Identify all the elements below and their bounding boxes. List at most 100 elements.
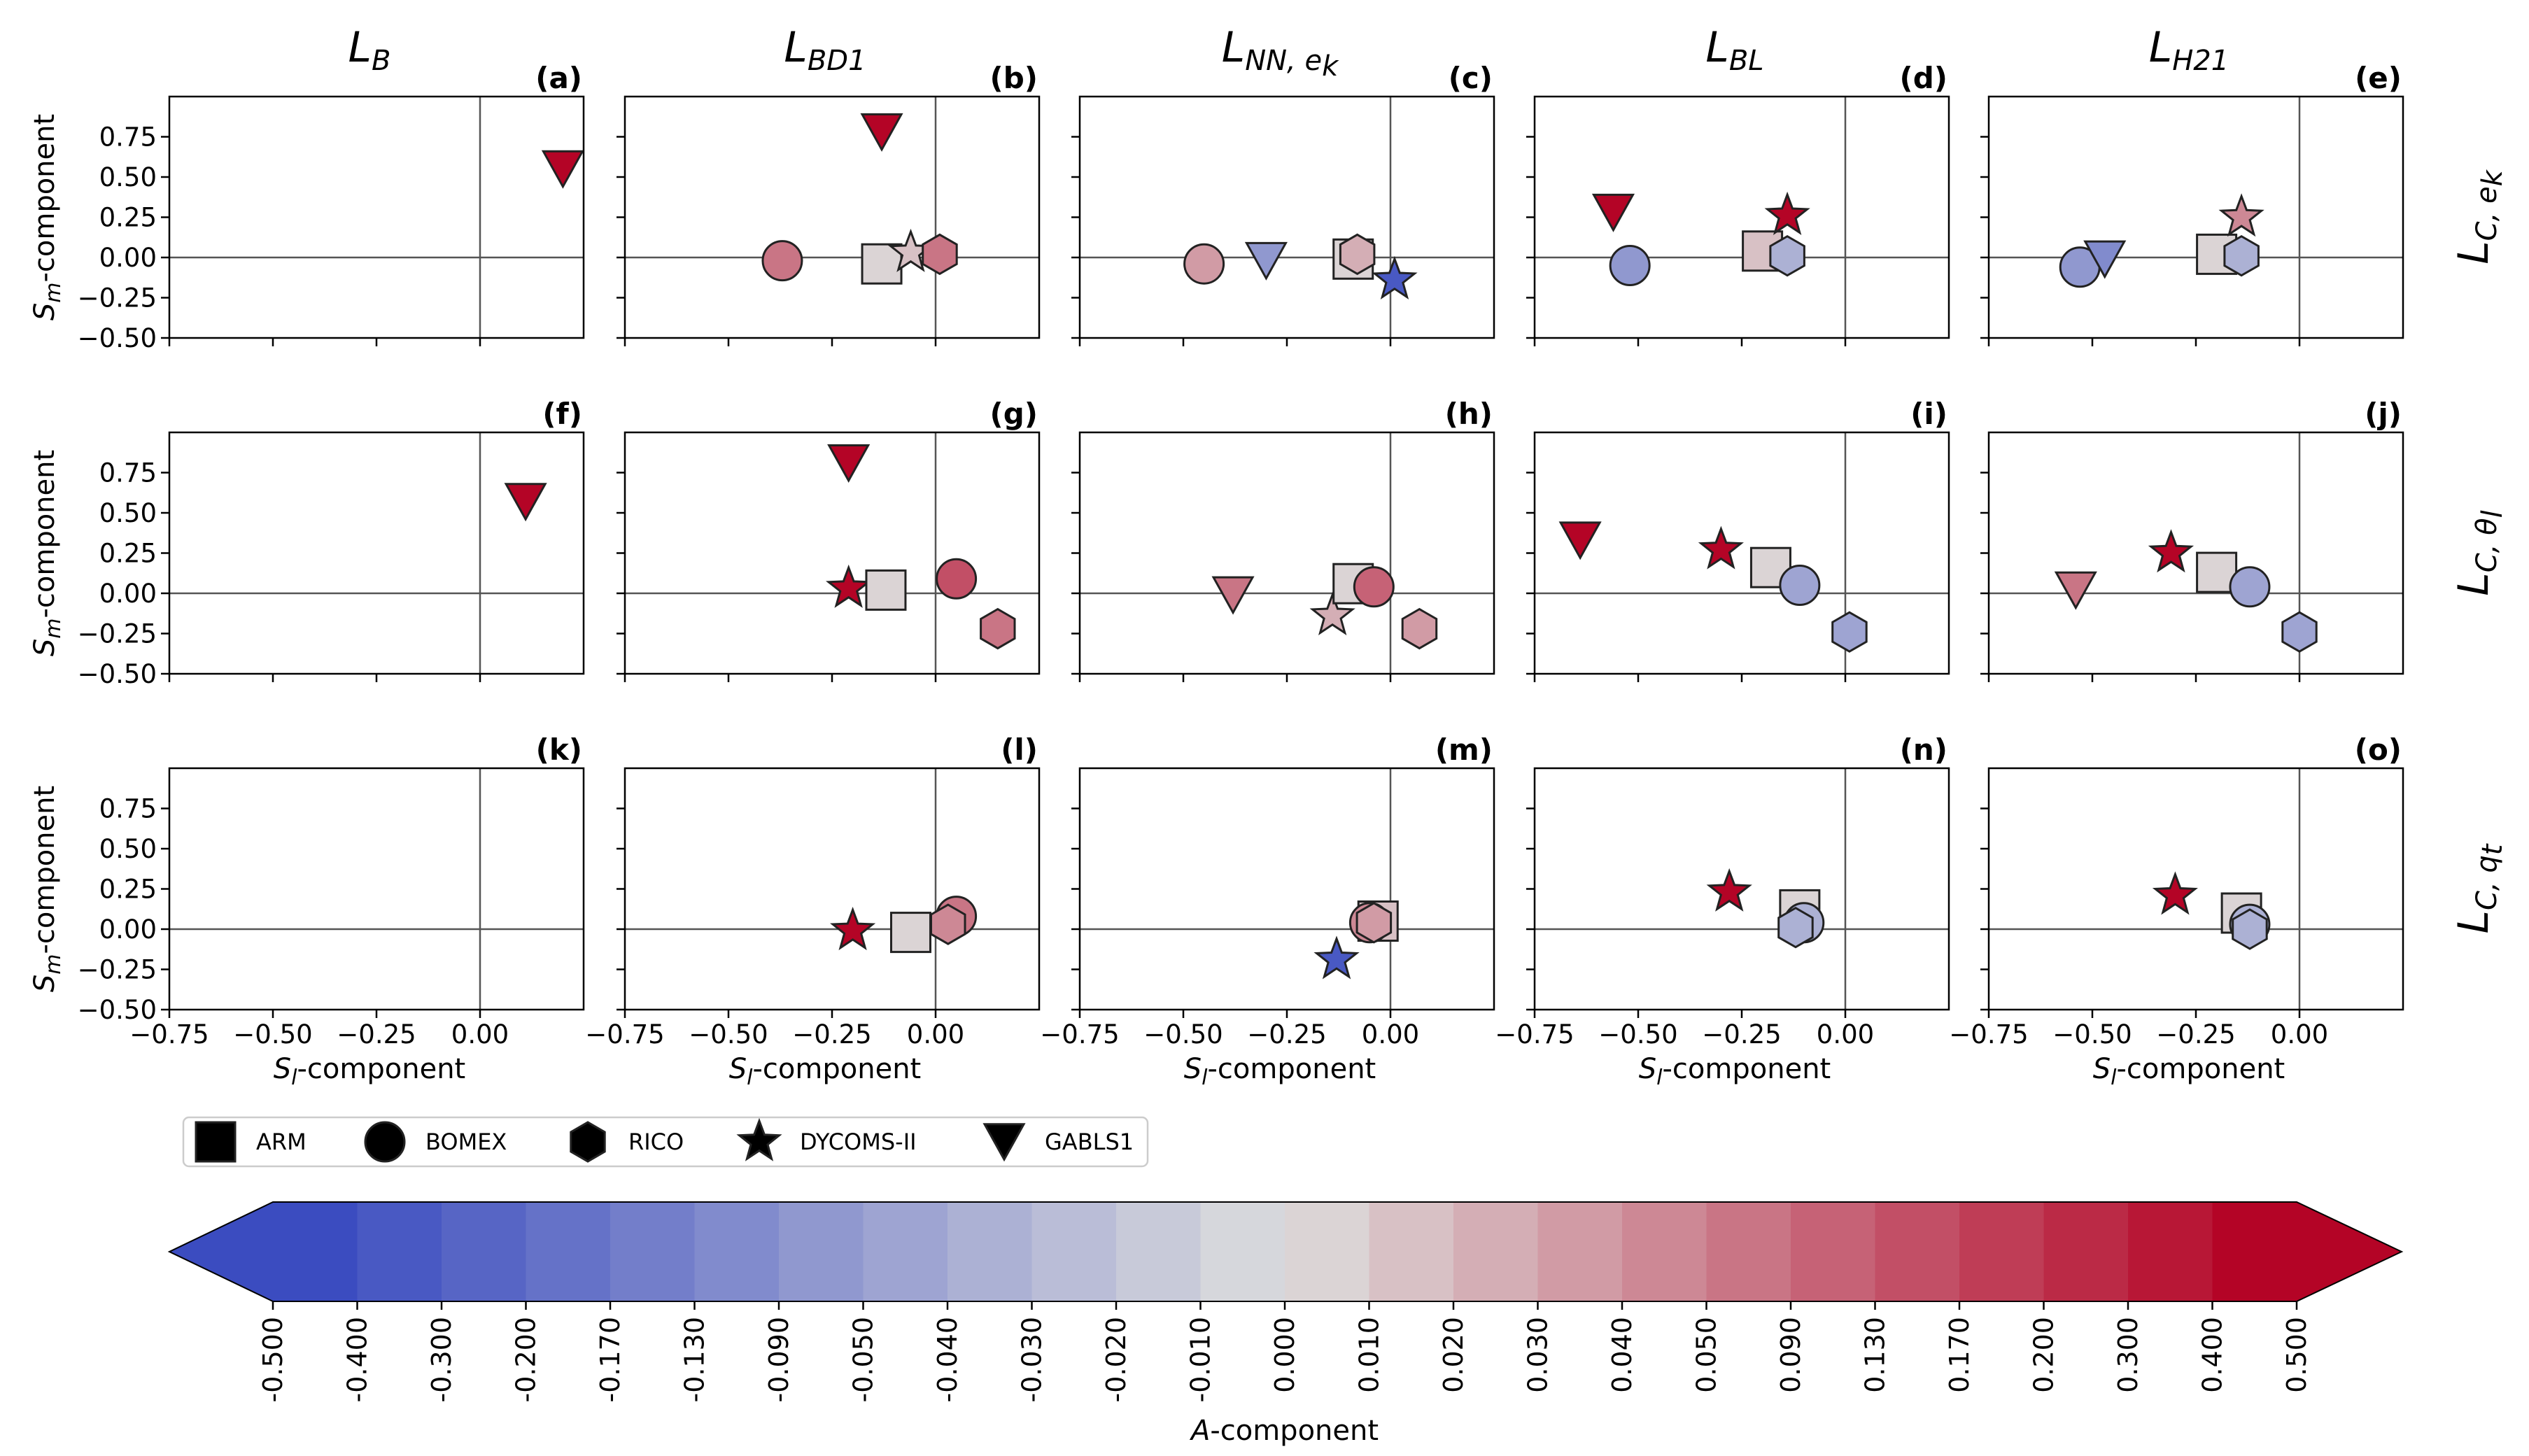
data-point-dycoms-ii xyxy=(1706,868,1752,912)
panel-label: (i) xyxy=(1910,397,1947,431)
x-axis-label: Sl-component xyxy=(2093,1053,2285,1090)
svg-text:LBD1: LBD1 xyxy=(784,23,866,77)
panel-label: (n) xyxy=(1900,733,1947,767)
panel: −0.75 −0.50 −0.25 0.00 (m) Sl-component xyxy=(1040,733,1495,1090)
colorbar-bin xyxy=(1285,1202,1370,1301)
x-tick-label: −0.75 xyxy=(1949,1019,2028,1049)
colorbar-tick-label: 0.050 xyxy=(1691,1317,1722,1393)
colorbar-tick-label: 0.300 xyxy=(2113,1317,2143,1393)
panel: (c) xyxy=(1071,61,1495,346)
x-tick-label: −0.25 xyxy=(1247,1019,1326,1049)
axes-frame xyxy=(1987,95,2404,339)
x-tick-label: −0.25 xyxy=(792,1019,871,1049)
panel: −0.75 −0.50 −0.25 0.00 (o) Sl-component xyxy=(1949,733,2404,1090)
row-title: LC, θl xyxy=(2449,510,2509,595)
panel: (j) xyxy=(1980,397,2404,682)
legend-marker-gabls1 xyxy=(982,1123,1026,1162)
axes-frame xyxy=(624,95,1041,339)
legend-marker-dycoms-ii xyxy=(736,1117,782,1161)
x-axis-label: Sl-component xyxy=(1184,1053,1376,1090)
colorbar-bin xyxy=(948,1202,1033,1301)
data-point-rico xyxy=(1831,611,1868,653)
legend-label: GABLS1 xyxy=(1045,1129,1134,1155)
svg-text:LC, qt: LC, qt xyxy=(2449,843,2509,933)
colorbar-bin xyxy=(1537,1202,1623,1301)
panel: (e) xyxy=(1980,61,2404,346)
colorbar-tick-label: 0.000 xyxy=(1269,1317,1300,1393)
colorbar-tick-label: 0.170 xyxy=(1944,1317,1975,1393)
legend-marker-rico xyxy=(570,1121,606,1163)
axes-frame xyxy=(1078,95,1495,339)
column-title: LBD1 xyxy=(784,23,866,77)
panel: (i) xyxy=(1526,397,1950,682)
legend-label: ARM xyxy=(256,1129,307,1155)
colorbar: -0.500 -0.400 -0.300 -0.200 -0.170 -0.130 -0.0… xyxy=(167,1201,2404,1447)
panel-label: (f) xyxy=(542,397,582,431)
colorbar-bin xyxy=(610,1202,696,1301)
data-point-bomex xyxy=(1353,566,1395,608)
colorbar-label: A-component xyxy=(1189,1415,1379,1447)
axes-frame xyxy=(1078,767,1495,1011)
data-point-gabls1 xyxy=(2054,571,2097,610)
column-title: LBL xyxy=(1705,23,1763,77)
x-tick-label: 0.00 xyxy=(2271,1019,2328,1049)
panel-label: (o) xyxy=(2355,733,2402,767)
x-tick-label: −0.25 xyxy=(337,1019,416,1049)
x-tick-label: 0.00 xyxy=(451,1019,509,1049)
colorbar-tick-label: 0.500 xyxy=(2281,1317,2312,1393)
colorbar-tick-label: -0.170 xyxy=(595,1317,626,1403)
y-tick-label: −0.50 xyxy=(78,323,157,353)
colorbar-tick-label: -0.020 xyxy=(1101,1317,1132,1403)
y-tick-label: −0.25 xyxy=(78,619,157,649)
column-title: LH21 xyxy=(2149,23,2229,77)
data-point-rico xyxy=(980,607,1016,650)
svg-text:LH21: LH21 xyxy=(2149,23,2229,77)
x-tick-label: −0.25 xyxy=(2156,1019,2235,1049)
colorbar-tick-label: -0.400 xyxy=(342,1317,373,1403)
legend-marker-arm xyxy=(195,1121,237,1163)
axes-frame xyxy=(168,767,585,1011)
panel: −0.75 −0.50 −0.25 0.00 (n) Sl-component xyxy=(1495,733,1950,1090)
legend-marker-bomex xyxy=(364,1121,406,1163)
y-tick-label: 0.25 xyxy=(99,875,157,905)
colorbar-tick-label: -0.130 xyxy=(679,1317,710,1403)
colorbar-tick-label: -0.090 xyxy=(763,1317,794,1403)
data-point-gabls1 xyxy=(1591,193,1635,232)
axes-frame xyxy=(1987,431,2404,675)
data-point-rico xyxy=(2223,234,2260,277)
y-tick-label: 0.75 xyxy=(99,122,157,153)
data-point-gabls1 xyxy=(1244,241,1288,281)
axes-frame xyxy=(168,95,585,339)
colorbar-tick-label: -0.050 xyxy=(848,1317,879,1403)
data-point-dycoms-ii xyxy=(2152,871,2198,915)
data-point-arm xyxy=(865,569,907,611)
data-point-bomex xyxy=(761,240,803,282)
svg-text:LNN, ek: LNN, ek xyxy=(1222,23,1339,83)
colorbar-bin xyxy=(1622,1202,1707,1301)
colorbar-tick-label: 0.010 xyxy=(1354,1317,1385,1393)
colorbar-tick-label: -0.040 xyxy=(932,1317,963,1403)
x-tick-label: −0.25 xyxy=(1702,1019,1781,1049)
data-point-bomex xyxy=(1609,245,1651,286)
y-tick-label: 0.25 xyxy=(99,539,157,569)
data-point-rico xyxy=(1777,906,1814,949)
legend-entry: GABLS1 xyxy=(982,1123,1134,1162)
x-axis-label: Sl-component xyxy=(729,1053,921,1090)
colorbar-bin xyxy=(442,1202,527,1301)
legend-entry: DYCOMS-II xyxy=(736,1117,917,1161)
y-tick-label: 0.75 xyxy=(99,458,157,488)
colorbar-bin xyxy=(1116,1202,1202,1301)
y-axis-label: Sm-component xyxy=(29,786,66,992)
y-tick-label: 0.00 xyxy=(99,243,157,273)
panel-label: (l) xyxy=(1001,733,1038,767)
panel: (b) xyxy=(617,61,1041,346)
colorbar-tick-label: 0.020 xyxy=(1438,1317,1469,1393)
panel-label: (h) xyxy=(1445,397,1493,431)
colorbar-bin xyxy=(2043,1202,2129,1301)
axes-frame xyxy=(624,431,1041,675)
y-tick-label: −0.50 xyxy=(78,659,157,689)
axes-frame xyxy=(1533,431,1950,675)
data-point-rico xyxy=(1355,902,1393,944)
panel-label: (d) xyxy=(1900,61,1947,95)
x-tick-label: 0.00 xyxy=(1817,1019,1874,1049)
